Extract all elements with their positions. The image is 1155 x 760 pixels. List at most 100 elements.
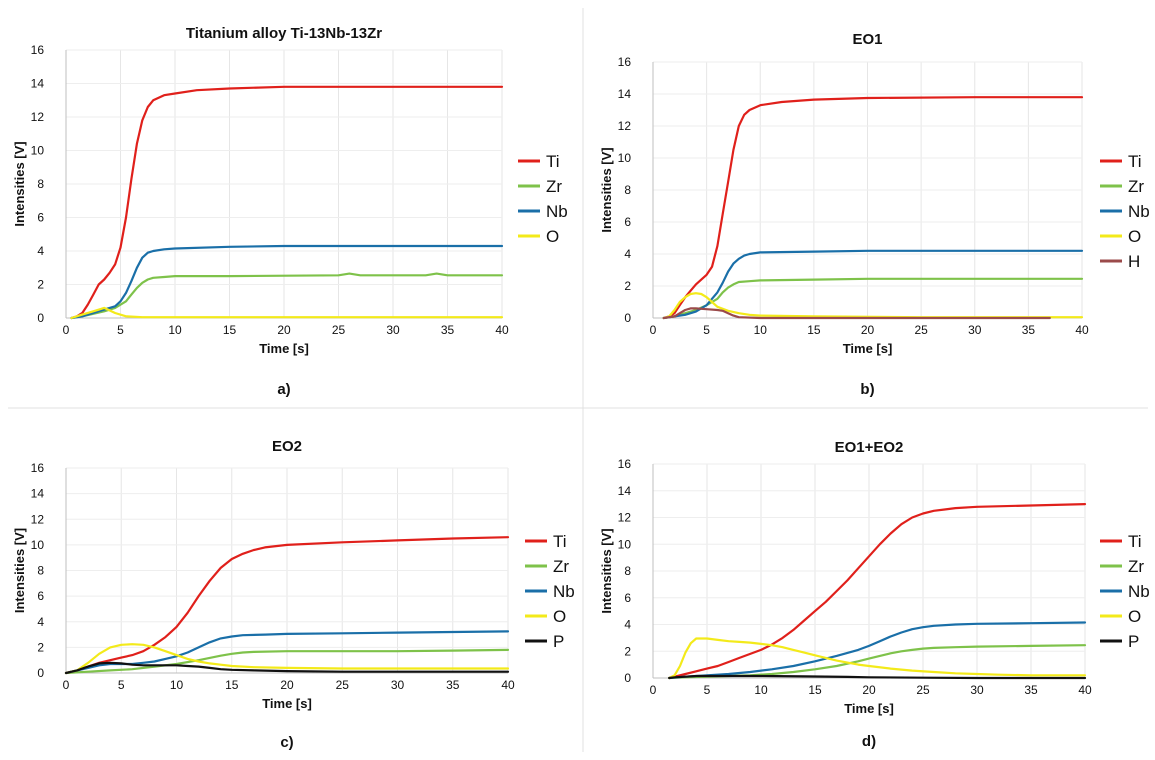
- y-axis-label: Intensities [V]: [12, 528, 27, 613]
- y-tick-label: 4: [37, 615, 44, 629]
- y-tick-label: 4: [37, 244, 44, 258]
- x-tick-label: 0: [650, 683, 657, 697]
- series-line-zr: [662, 277, 1084, 320]
- x-tick-label: 5: [704, 683, 711, 697]
- x-tick-label: 35: [446, 678, 460, 692]
- y-axis-label: Intensities [V]: [599, 147, 614, 232]
- y-tick-label: 6: [624, 215, 631, 229]
- legend-label-nb: Nb: [1128, 582, 1150, 601]
- y-tick-label: 2: [37, 278, 44, 292]
- series-line-p: [64, 661, 510, 675]
- chart-title: Titanium alloy Ti-13Nb-13Zr: [186, 25, 382, 42]
- y-tick-label: 14: [31, 487, 45, 501]
- chart-panel-0: 0 2 4 6 8 10 12 14 16 0 5 10 15 20 25 30 35 40 Titanium al…: [12, 25, 568, 398]
- y-tick-label: 16: [31, 43, 45, 57]
- y-tick-label: 10: [31, 538, 45, 552]
- y-tick-label: 8: [624, 183, 631, 197]
- y-tick-label: 12: [618, 119, 632, 133]
- y-axis-label: Intensities [V]: [12, 141, 27, 226]
- legend-label-nb: Nb: [546, 202, 568, 221]
- legend-label-o: O: [553, 607, 566, 626]
- x-tick-label: 15: [807, 323, 821, 337]
- legend-label-p: P: [553, 632, 564, 651]
- y-tick-label: 4: [624, 247, 631, 261]
- y-tick-label: 6: [624, 591, 631, 605]
- x-tick-label: 15: [225, 678, 239, 692]
- panel-label: c): [280, 734, 293, 751]
- legend-label-nb: Nb: [553, 582, 575, 601]
- x-tick-label: 25: [914, 323, 928, 337]
- y-axis-label: Intensities [V]: [599, 528, 614, 613]
- x-tick-label: 10: [754, 323, 768, 337]
- x-tick-label: 40: [495, 323, 509, 337]
- x-tick-label: 25: [336, 678, 350, 692]
- legend-label-ti: Ti: [546, 152, 560, 171]
- series-line-h: [662, 307, 1051, 320]
- chart-panel-2: 0 2 4 6 8 10 12 14 16 0 5 10 15 20 25 30 35 40 EO2 Time [s]…: [12, 438, 575, 751]
- legend-label-ti: Ti: [1128, 152, 1142, 171]
- legend-label-ti: Ti: [553, 532, 567, 551]
- y-tick-label: 10: [618, 537, 632, 551]
- y-tick-label: 16: [31, 461, 45, 475]
- legend-label-o: O: [1128, 227, 1141, 246]
- y-tick-label: 16: [618, 55, 632, 69]
- y-tick-label: 16: [618, 457, 632, 471]
- x-axis-label: Time [s]: [844, 701, 894, 716]
- y-tick-label: 14: [618, 484, 632, 498]
- legend-label-h: H: [1128, 252, 1140, 271]
- x-tick-label: 15: [808, 683, 822, 697]
- y-tick-label: 2: [624, 279, 631, 293]
- chart-panel-1: 0 2 4 6 8 10 12 14 16 0 5 10 15 20 25 30 35 40 EO1 Time [s]…: [599, 31, 1150, 398]
- x-tick-label: 5: [118, 678, 125, 692]
- y-tick-label: 12: [31, 512, 45, 526]
- x-tick-label: 0: [63, 323, 70, 337]
- x-tick-label: 0: [63, 678, 70, 692]
- chart-title: EO1+EO2: [835, 439, 904, 456]
- series-line-o: [668, 637, 1087, 680]
- x-tick-label: 20: [862, 683, 876, 697]
- x-tick-label: 5: [703, 323, 710, 337]
- x-tick-label: 25: [332, 323, 346, 337]
- x-tick-label: 20: [280, 678, 294, 692]
- y-tick-label: 6: [37, 211, 44, 225]
- y-tick-label: 2: [37, 640, 44, 654]
- x-tick-label: 25: [916, 683, 930, 697]
- x-tick-label: 20: [277, 323, 291, 337]
- x-tick-label: 10: [170, 678, 184, 692]
- series-line-nb: [662, 249, 1084, 320]
- legend-label-zr: Zr: [1128, 177, 1144, 196]
- y-tick-label: 0: [37, 311, 44, 325]
- series-line-o: [64, 643, 510, 675]
- x-axis-label: Time [s]: [259, 341, 309, 356]
- y-tick-label: 0: [624, 671, 631, 685]
- series-line-o: [662, 292, 1084, 320]
- y-tick-label: 6: [37, 589, 44, 603]
- x-tick-label: 5: [117, 323, 124, 337]
- series-line-p: [668, 674, 1087, 680]
- x-axis-label: Time [s]: [262, 696, 312, 711]
- x-tick-label: 0: [650, 323, 657, 337]
- panel-label: d): [862, 733, 876, 750]
- legend-label-o: O: [546, 227, 559, 246]
- y-tick-label: 10: [31, 144, 45, 158]
- series-line-ti: [64, 536, 510, 675]
- series-line-ti: [668, 503, 1087, 680]
- x-tick-label: 40: [501, 678, 515, 692]
- y-tick-label: 4: [624, 618, 631, 632]
- y-tick-label: 8: [624, 564, 631, 578]
- x-tick-label: 40: [1078, 683, 1092, 697]
- y-tick-label: 12: [618, 511, 632, 525]
- chart-title: EO2: [272, 438, 302, 455]
- legend-label-zr: Zr: [1128, 557, 1144, 576]
- legend-label-zr: Zr: [553, 557, 569, 576]
- x-tick-label: 30: [386, 323, 400, 337]
- x-tick-label: 30: [970, 683, 984, 697]
- y-tick-label: 8: [37, 177, 44, 191]
- y-tick-label: 12: [31, 110, 45, 124]
- legend-label-p: P: [1128, 632, 1139, 651]
- legend-label-zr: Zr: [546, 177, 562, 196]
- series-line-nb: [64, 630, 510, 675]
- chart-title: EO1: [852, 31, 882, 48]
- x-axis-label: Time [s]: [843, 341, 893, 356]
